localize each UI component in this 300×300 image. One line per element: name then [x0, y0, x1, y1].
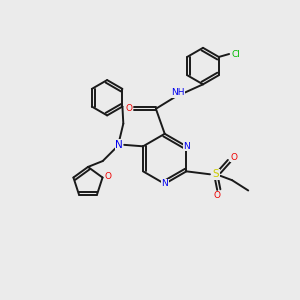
Text: O: O	[231, 153, 238, 162]
Text: O: O	[104, 172, 111, 181]
Text: N: N	[161, 179, 168, 188]
Text: N: N	[115, 140, 123, 150]
Text: S: S	[212, 169, 219, 179]
Text: N: N	[183, 142, 190, 151]
Text: O: O	[214, 191, 221, 200]
Text: NH: NH	[171, 88, 184, 97]
Text: Cl: Cl	[231, 50, 240, 58]
Text: O: O	[125, 104, 132, 113]
